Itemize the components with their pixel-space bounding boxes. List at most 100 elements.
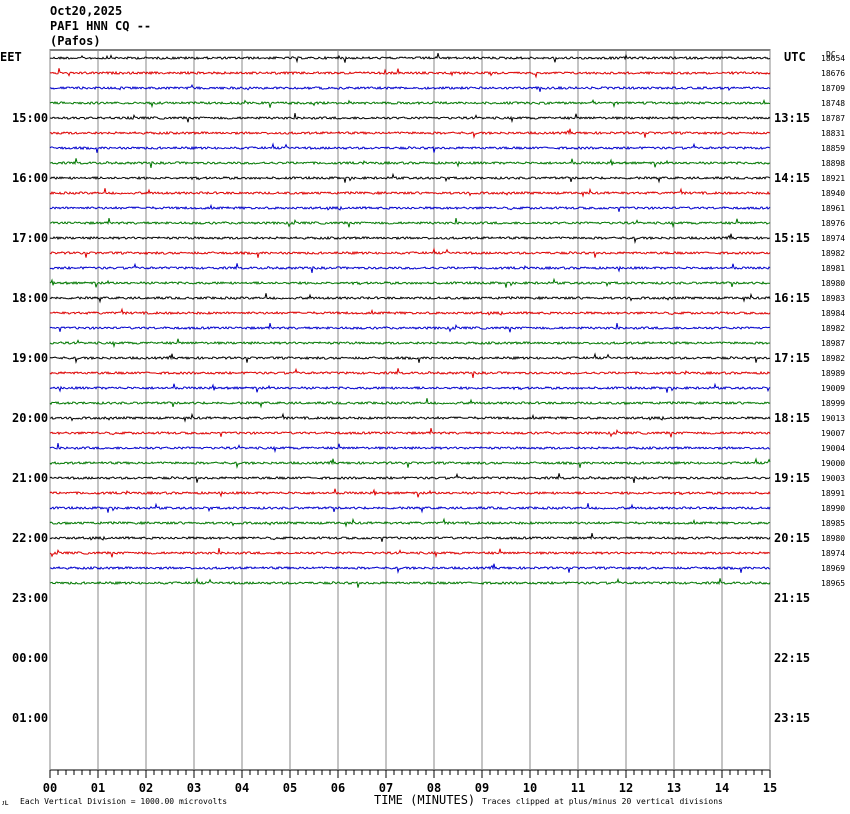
right-hour-label: 19:15 bbox=[774, 471, 810, 485]
dc-offset-value: 18987 bbox=[821, 339, 845, 348]
dc-offset-value: 18982 bbox=[821, 354, 845, 363]
trace-line-7 bbox=[49, 158, 771, 169]
trace-line-32 bbox=[49, 532, 771, 542]
dc-offset-value: 18709 bbox=[821, 84, 845, 93]
trace-line-12 bbox=[49, 233, 771, 244]
trace-line-30 bbox=[49, 502, 771, 514]
dc-offset-value: 18940 bbox=[821, 189, 845, 198]
right-hour-label: 16:15 bbox=[774, 291, 810, 305]
left-hour-label: 19:00 bbox=[12, 351, 48, 365]
dc-offset-value: 18981 bbox=[821, 264, 845, 273]
left-hour-label: 01:00 bbox=[12, 711, 48, 725]
trace-line-18 bbox=[49, 322, 770, 333]
left-hour-label: 18:00 bbox=[12, 291, 48, 305]
plot-date: Oct20,2025 bbox=[50, 4, 123, 18]
left-hour-label: 23:00 bbox=[12, 591, 48, 605]
trace-line-13 bbox=[49, 247, 771, 258]
dc-offset-value: 19000 bbox=[821, 459, 845, 468]
right-hour-label: 15:15 bbox=[774, 231, 810, 245]
dc-offset-value: 18969 bbox=[821, 564, 845, 573]
trace-line-2 bbox=[49, 83, 771, 92]
trace-line-28 bbox=[49, 472, 771, 484]
minute-gridlines bbox=[49, 49, 771, 778]
dc-offset-value: 18831 bbox=[821, 129, 845, 138]
trace-line-33 bbox=[49, 548, 771, 559]
trace-line-29 bbox=[49, 488, 771, 498]
dc-offset-value: 18982 bbox=[821, 249, 845, 258]
trace-line-26 bbox=[49, 443, 771, 454]
right-hour-label: 13:15 bbox=[774, 111, 810, 125]
trace-line-34 bbox=[50, 563, 771, 574]
trace-line-9 bbox=[49, 187, 771, 198]
trace-line-1 bbox=[49, 68, 771, 79]
right-hour-label: 22:15 bbox=[774, 651, 810, 665]
dc-offset-value: 18921 bbox=[821, 174, 845, 183]
trace-line-24 bbox=[49, 412, 771, 423]
trace-line-17 bbox=[49, 307, 771, 316]
x-tick-label: 04 bbox=[235, 781, 249, 795]
dc-offset-value: 19009 bbox=[821, 384, 845, 393]
dc-offset-value: 18787 bbox=[821, 114, 845, 123]
x-tick-label: 11 bbox=[571, 781, 585, 795]
right-hour-label: 14:15 bbox=[774, 171, 810, 185]
trace-line-21 bbox=[49, 367, 771, 379]
x-tick-label: 10 bbox=[523, 781, 537, 795]
trace-line-11 bbox=[50, 217, 771, 229]
trace-line-25 bbox=[49, 427, 771, 438]
trace-line-27 bbox=[49, 457, 771, 469]
x-tick-label: 01 bbox=[91, 781, 105, 795]
dc-offset-value: 18676 bbox=[821, 69, 845, 78]
trace-line-23 bbox=[49, 398, 771, 409]
trace-line-8 bbox=[49, 172, 771, 184]
dc-offset-value: 18989 bbox=[821, 369, 845, 378]
x-tick-label: 13 bbox=[667, 781, 681, 795]
right-hour-label: 17:15 bbox=[774, 351, 810, 365]
trace-line-10 bbox=[49, 203, 771, 212]
trace-line-31 bbox=[49, 517, 771, 528]
station-location: (Pafos) bbox=[50, 34, 101, 48]
dc-offset-value: 19003 bbox=[821, 474, 845, 483]
trace-line-3 bbox=[49, 98, 771, 109]
right-hour-label: 20:15 bbox=[774, 531, 810, 545]
left-hour-label: 21:00 bbox=[12, 471, 48, 485]
left-hour-label: 16:00 bbox=[12, 171, 48, 185]
dc-offset-value: 18748 bbox=[821, 99, 845, 108]
axis-labels: 00 01 02 03 04 05 06 07 08 09 10 11 12 13 14 15 15:00 16:… bbox=[12, 54, 845, 795]
x-tick-label: 07 bbox=[379, 781, 393, 795]
x-axis-title: TIME (MINUTES) bbox=[374, 793, 476, 807]
trace-line-22 bbox=[49, 382, 771, 393]
trace-line-20 bbox=[49, 352, 771, 364]
dc-offset-value: 18974 bbox=[821, 234, 845, 243]
left-hour-label: 20:00 bbox=[12, 411, 48, 425]
left-hour-label: 22:00 bbox=[12, 531, 48, 545]
dc-offset-value: 18974 bbox=[821, 549, 845, 558]
dc-offset-value: 19004 bbox=[821, 444, 845, 453]
dc-offset-value: 18859 bbox=[821, 144, 845, 153]
trace-line-0 bbox=[49, 52, 771, 64]
trace-line-16 bbox=[49, 292, 771, 304]
dc-offset-value: 18980 bbox=[821, 279, 845, 288]
x-tick-label: 08 bbox=[427, 781, 441, 795]
dc-offset-value: 18976 bbox=[821, 219, 845, 228]
right-hour-label: 21:15 bbox=[774, 591, 810, 605]
dc-offset-value: 18985 bbox=[821, 519, 845, 528]
dc-offset-value: 18991 bbox=[821, 489, 845, 498]
left-timezone-label: EET bbox=[0, 50, 22, 64]
station-code: PAF1 HNN CQ -- bbox=[50, 19, 152, 33]
clip-note: Traces clipped at plus/minus 20 vertical… bbox=[482, 797, 723, 806]
trace-line-35 bbox=[49, 577, 771, 588]
dc-label: DC bbox=[826, 50, 836, 59]
dc-offset-value: 18965 bbox=[821, 579, 845, 588]
trace-line-19 bbox=[49, 338, 771, 349]
dc-offset-value: 18898 bbox=[821, 159, 845, 168]
x-tick-label: 14 bbox=[715, 781, 729, 795]
trace-line-4 bbox=[49, 113, 771, 124]
dc-offset-value: 18999 bbox=[821, 399, 845, 408]
x-tick-label: 06 bbox=[331, 781, 345, 795]
trace-line-14 bbox=[49, 262, 771, 274]
dc-offset-value: 18982 bbox=[821, 324, 845, 333]
trace-line-15 bbox=[49, 277, 771, 288]
x-tick-label: 15 bbox=[763, 781, 777, 795]
x-tick-label: 05 bbox=[283, 781, 297, 795]
